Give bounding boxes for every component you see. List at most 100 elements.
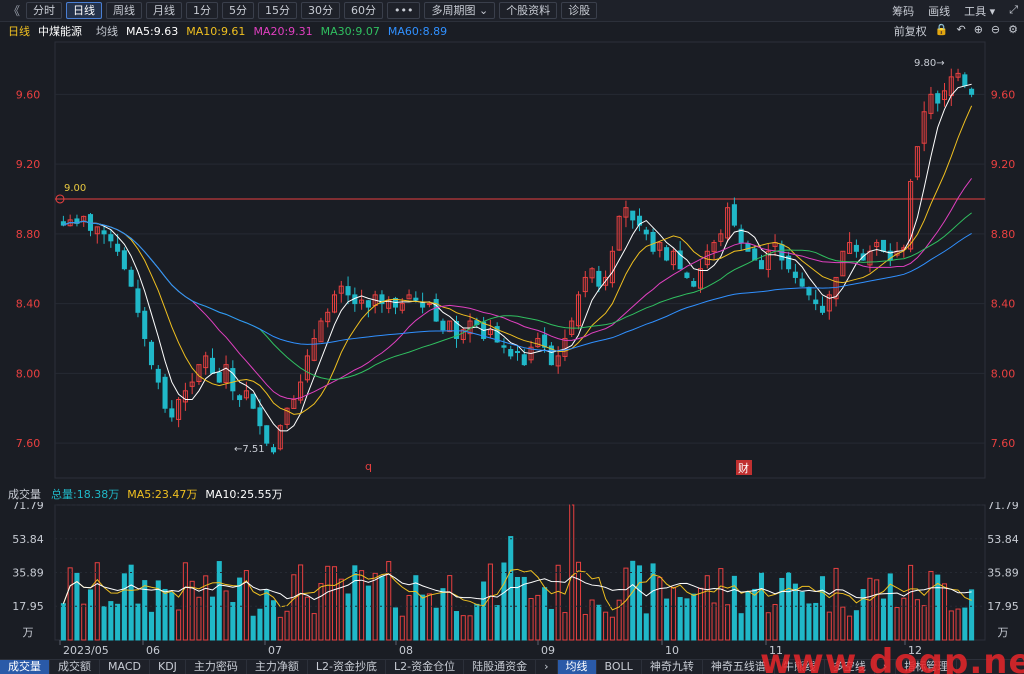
indicator-tab-5[interactable]: 主力净额 (247, 660, 308, 674)
indicator-tab-10[interactable]: 均线 (557, 660, 597, 674)
period-button-11[interactable]: 个股资料 (499, 2, 558, 19)
volume-bar (697, 587, 704, 641)
candle-body (216, 371, 222, 383)
zoom-out-icon[interactable]: ⊖ (990, 23, 1001, 36)
period-button-9[interactable]: ••• (387, 2, 421, 19)
tools-menu-button[interactable]: 工具 ▾ (964, 5, 996, 18)
candle-body (128, 269, 134, 287)
period-button-1[interactable]: 日线 (66, 2, 102, 19)
volume-bar (298, 564, 304, 641)
indicator-tab-0[interactable]: 成交量 (0, 660, 50, 674)
volume-bar (413, 575, 419, 641)
volume-bar (792, 583, 798, 641)
lock-icon[interactable]: 🔒 (934, 23, 949, 36)
candle-body (277, 425, 283, 450)
volume-bar (813, 602, 819, 641)
back-icon[interactable]: 《 (8, 4, 21, 18)
candle-body (142, 310, 148, 339)
indicator-tab-11[interactable]: BOLL (597, 660, 642, 674)
candle-body (758, 260, 765, 270)
undo-icon[interactable]: ↶ (956, 23, 966, 36)
volume-bar (535, 594, 541, 641)
indicator-tab-12[interactable]: 神奇九转 (642, 660, 703, 674)
volume-tick-right: 71.79 (987, 499, 1019, 512)
period-button-6[interactable]: 15分 (258, 2, 297, 19)
volume-bar (806, 603, 812, 641)
period-button-2[interactable]: 周线 (106, 2, 142, 19)
candle-body (636, 215, 643, 226)
period-button-12[interactable]: 诊股 (561, 2, 598, 19)
indicator-tab-9[interactable]: › (536, 660, 558, 674)
indicator-tab-4[interactable]: 主力密码 (186, 660, 247, 674)
indicator-tab-16[interactable]: › (875, 660, 897, 674)
volume-bar (725, 604, 731, 641)
period-button-3[interactable]: 月线 (146, 2, 182, 19)
volume-bar (921, 605, 927, 641)
stock-name: 中煤能源 (38, 25, 82, 38)
price-tick-right: 8.00 (991, 367, 1016, 380)
candle-body (284, 407, 290, 425)
period-button-8[interactable]: 60分 (344, 2, 383, 19)
volume-bar (623, 567, 629, 641)
candle-body (182, 390, 188, 403)
candle-body (115, 243, 121, 252)
adjust-button[interactable]: 前复权 (893, 25, 927, 38)
period-button-7[interactable]: 30分 (301, 2, 340, 19)
indicator-tab-13[interactable]: 神奇五线谱 (703, 660, 775, 674)
volume-bar (182, 562, 188, 641)
indicator-tab-6[interactable]: L2-资金抄底 (308, 660, 387, 674)
candle-body (603, 276, 609, 286)
volume-bar (365, 585, 371, 641)
candle-body (643, 229, 649, 235)
candle-body (657, 242, 663, 251)
candle-body (148, 341, 155, 366)
x-tick-label: 08 (399, 644, 413, 657)
candle-body (487, 329, 493, 335)
volume-bar (677, 597, 683, 641)
indicator-tab-7[interactable]: L2-资金仓位 (386, 660, 465, 674)
candle-body (745, 243, 751, 252)
period-button-10[interactable]: 多周期图 ⌄ (424, 2, 496, 19)
indicator-tab-2[interactable]: MACD (100, 660, 150, 674)
indicator-tab-8[interactable]: 陆股通资金 (464, 660, 537, 674)
volume-title[interactable]: 成交量 (8, 488, 41, 501)
volume-bar (508, 536, 514, 641)
watermark-text: www.dogp.net (760, 642, 1024, 674)
volume-bar (603, 611, 609, 641)
candle-body (752, 248, 758, 261)
volume-bar (738, 613, 744, 641)
candle-body (786, 255, 792, 270)
finance-marker: 财 (738, 461, 749, 475)
candle-body (318, 320, 324, 343)
candle-body (928, 93, 934, 114)
indicator-tab-3[interactable]: KDJ (150, 660, 186, 674)
x-tick-label: 09 (541, 644, 555, 657)
candle-body (176, 399, 182, 420)
volume-bar (501, 562, 507, 641)
expand-icon[interactable]: ⤢ (1009, 3, 1018, 16)
period-button-4[interactable]: 1分 (186, 2, 218, 19)
candle-body (840, 250, 846, 277)
volume-bar (142, 580, 148, 641)
settings-icon[interactable]: ⚙ (1008, 23, 1018, 36)
period-button-0[interactable]: 分时 (26, 2, 62, 19)
volume-bar (338, 578, 344, 641)
chips-button[interactable]: 筹码 (892, 5, 915, 18)
indicator-tab-17[interactable]: 指标管理 (896, 660, 958, 674)
period-toolbar: 《 分时 日线 周线 月线 1分 5分 15分 30分 60分 ••• 多周期图 ⌄ 个股资料 诊股 (0, 0, 1024, 22)
volume-bar (325, 565, 331, 641)
volume-bar (487, 563, 493, 641)
candle-body (74, 218, 80, 224)
draw-line-button[interactable]: 画线 (928, 5, 951, 18)
zoom-in-icon[interactable]: ⊕ (973, 23, 983, 36)
ma-label[interactable]: 均线 (96, 25, 118, 38)
indicator-tab-15[interactable]: 多空线 (825, 660, 875, 674)
volume-bar (548, 608, 554, 641)
volume-bar (209, 596, 216, 641)
indicator-tab-14[interactable]: 牛熊线 (775, 660, 825, 674)
period-button-5[interactable]: 5分 (222, 2, 254, 19)
volume-bar (155, 580, 161, 641)
volume-bar (691, 593, 697, 641)
indicator-tab-1[interactable]: 成交额 (50, 660, 100, 674)
